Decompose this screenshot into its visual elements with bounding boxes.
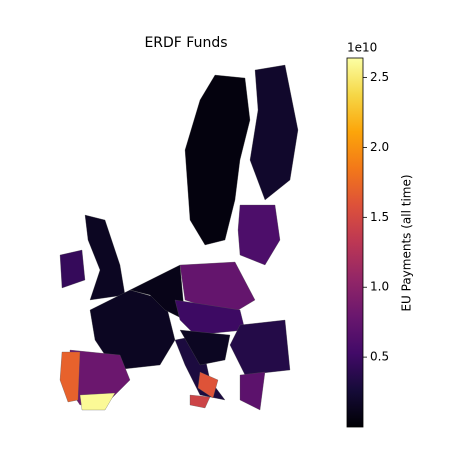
colorbar — [346, 57, 364, 428]
region — [184, 74, 251, 246]
region — [79, 392, 116, 411]
colorbar-label: EU Payments (all time) — [400, 174, 414, 311]
region — [89, 289, 176, 371]
regions — [59, 64, 299, 411]
region — [59, 249, 86, 289]
region — [189, 394, 211, 409]
colorbar-multiplier: 1e10 — [347, 41, 377, 55]
colorbar-tick-label: 1.0 — [370, 280, 389, 294]
region — [239, 371, 266, 411]
region — [174, 299, 246, 336]
region — [249, 64, 299, 201]
colorbar-tick-label: 2.0 — [370, 140, 389, 154]
colorbar-tick-label: 2.5 — [370, 70, 389, 84]
region — [129, 264, 186, 321]
colorbar-tick-label: 0.5 — [370, 350, 389, 364]
region — [237, 204, 281, 266]
colorbar-tick-label: 1.5 — [370, 210, 389, 224]
region — [179, 329, 231, 366]
region — [179, 261, 256, 316]
map-title: ERDF Funds — [144, 35, 227, 51]
region — [84, 214, 126, 301]
region — [59, 351, 81, 403]
region — [229, 319, 291, 376]
region — [197, 371, 219, 399]
